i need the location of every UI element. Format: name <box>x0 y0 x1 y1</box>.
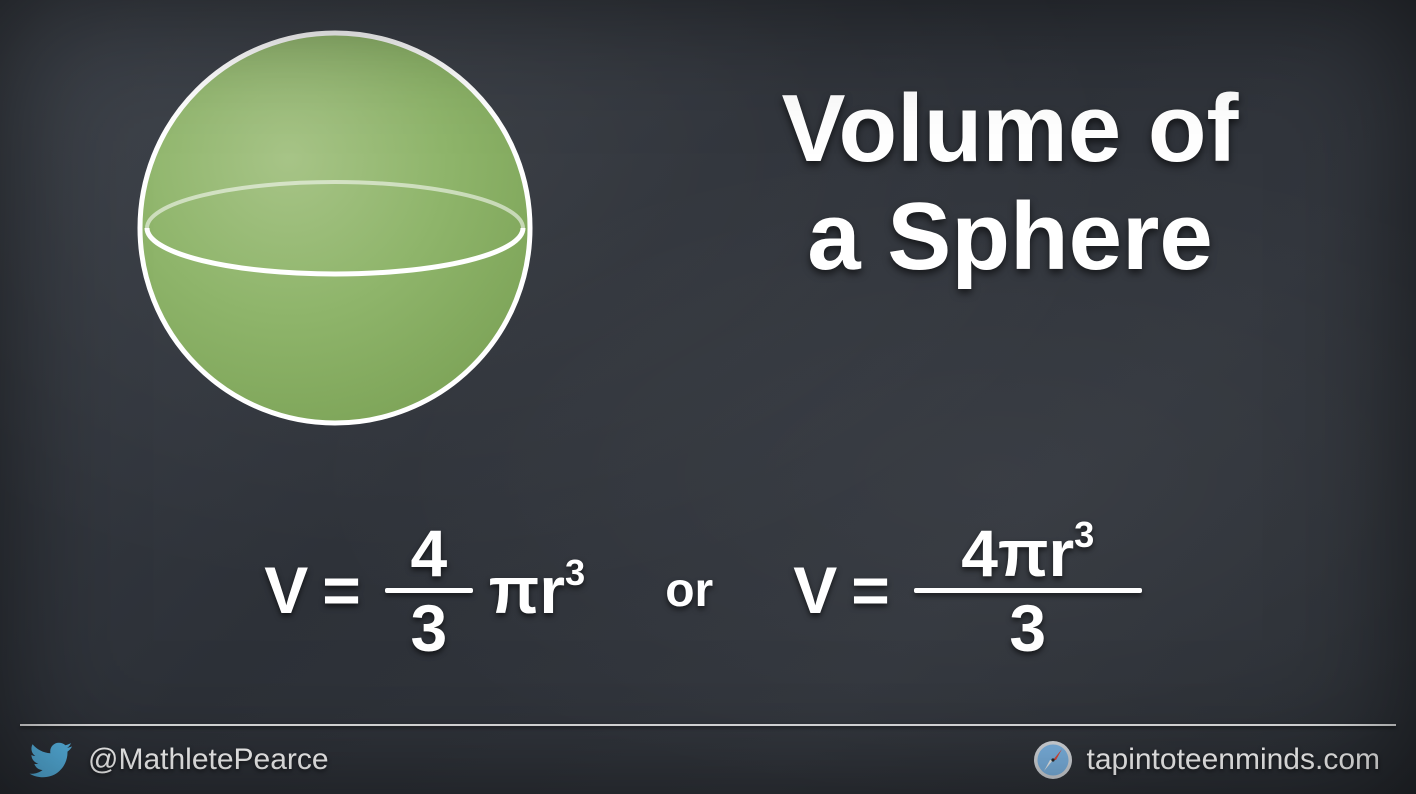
fraction-numerator: 4πr3 <box>951 518 1104 588</box>
variable-r: r <box>1048 516 1074 590</box>
variable-r: r <box>539 553 565 627</box>
or-separator: or <box>665 563 713 618</box>
formula-right: V = 4πr3 3 <box>793 518 1152 663</box>
sphere-svg <box>135 28 535 428</box>
formula-left-fraction: 4 3 <box>385 518 473 663</box>
website-url: tapintoteenminds.com <box>1087 743 1381 777</box>
exponent-3: 3 <box>1074 514 1094 555</box>
fraction-denominator: 3 <box>999 593 1056 663</box>
pi-symbol: π <box>489 553 540 627</box>
pi-symbol: π <box>998 516 1049 590</box>
exponent-3: 3 <box>565 552 585 593</box>
footer-left: @MathletePearce <box>28 737 329 783</box>
slide-title: Volume of a Sphere <box>640 75 1380 290</box>
safari-icon <box>1033 740 1073 780</box>
fraction-numerator: 4 <box>400 518 457 588</box>
fraction-denominator: 3 <box>400 593 457 663</box>
formula-right-lhs: V <box>793 552 837 628</box>
formula-left: V = 4 3 πr3 <box>264 518 585 663</box>
twitter-icon <box>28 737 74 783</box>
formula-left-lhs: V <box>264 552 308 628</box>
footer-right: tapintoteenminds.com <box>1033 740 1381 780</box>
title-line-2: a Sphere <box>640 183 1380 291</box>
equals-sign: = <box>851 552 890 628</box>
formula-right-fraction: 4πr3 3 <box>914 518 1142 663</box>
sphere-body <box>140 33 530 423</box>
num-const: 4 <box>961 516 998 590</box>
title-line-1: Volume of <box>640 75 1380 183</box>
sphere-diagram <box>135 28 535 428</box>
slide-root: Volume of a Sphere V = 4 3 πr3 or V = 4π… <box>0 0 1416 794</box>
footer-separator <box>20 724 1396 726</box>
formula-row: V = 4 3 πr3 or V = 4πr3 3 <box>0 480 1416 700</box>
formula-left-tail: πr3 <box>489 552 585 628</box>
twitter-handle: @MathletePearce <box>88 743 329 777</box>
slide-footer: @MathletePearce tapintoteenminds.com <box>0 732 1416 794</box>
equals-sign: = <box>322 552 361 628</box>
